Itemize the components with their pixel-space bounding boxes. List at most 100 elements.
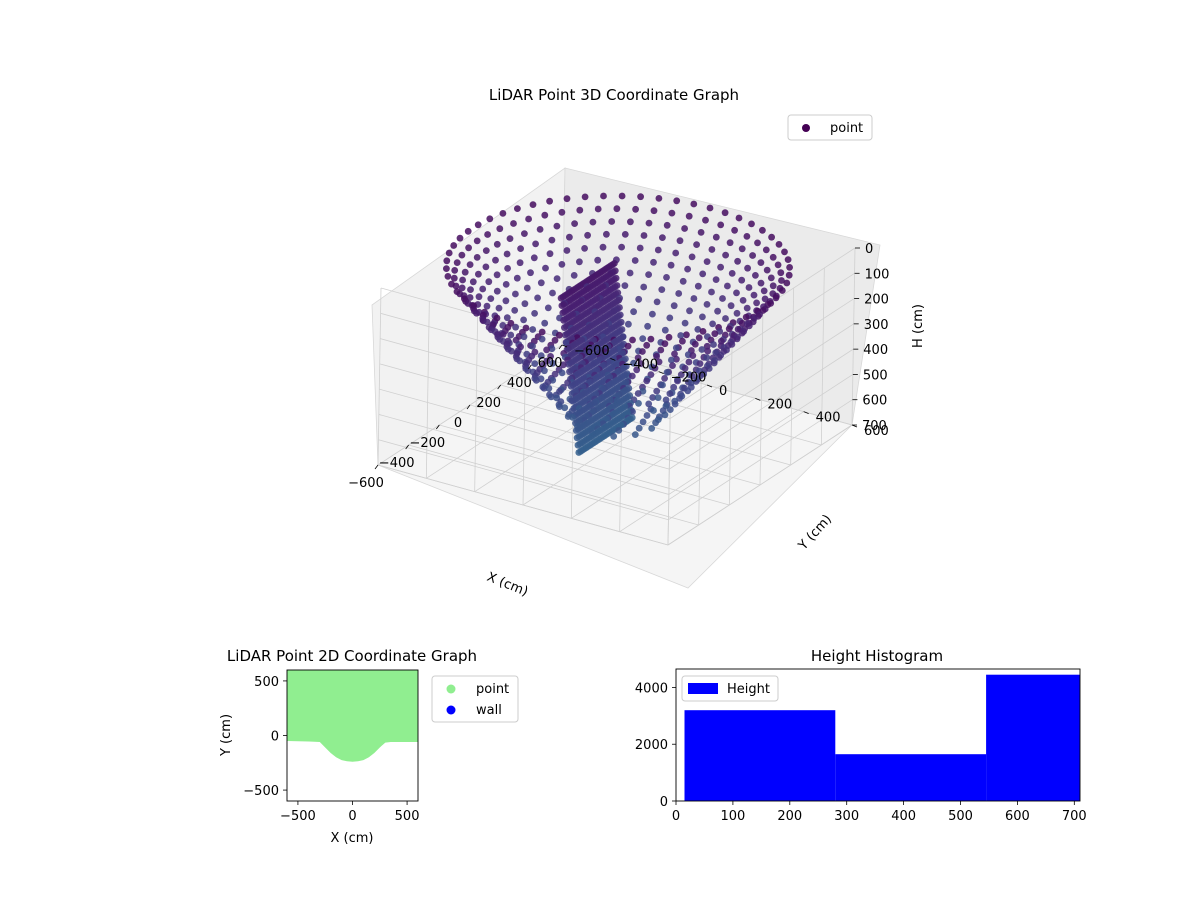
z-tick-label-3d: 300: [864, 318, 889, 333]
point-marker: [666, 390, 674, 397]
point-marker: [443, 257, 451, 265]
point-marker: [694, 282, 702, 290]
x-tick-label-3d: 400: [507, 376, 532, 391]
x-tick-label-2d: 500: [395, 809, 420, 824]
point-marker: [711, 330, 719, 338]
point-marker: [689, 352, 697, 359]
point-marker: [495, 304, 503, 312]
point-marker: [643, 412, 651, 419]
point-marker: [547, 393, 555, 401]
legend-2d-label-wall: wall: [476, 703, 502, 718]
y-tick-label-3d: 0: [719, 384, 727, 399]
point-marker: [767, 274, 775, 282]
point-marker: [738, 245, 746, 253]
point-marker: [514, 205, 521, 213]
point-marker: [650, 407, 657, 414]
point-marker: [547, 353, 554, 360]
y-tick-label-3d: 600: [864, 424, 889, 439]
point-marker: [725, 325, 733, 333]
point-marker: [555, 331, 563, 339]
point-marker: [777, 269, 785, 277]
point-marker: [466, 294, 474, 301]
point-marker: [506, 235, 514, 243]
point-marker: [702, 216, 709, 224]
point-marker: [647, 335, 655, 343]
x-tick-label-histogram: 500: [948, 809, 973, 824]
point-marker: [450, 274, 458, 282]
point-marker: [610, 433, 618, 440]
x-tick-label-histogram: 0: [672, 809, 680, 824]
point-marker: [541, 319, 549, 327]
legend-2d-marker-wall: [446, 705, 456, 715]
point-marker: [483, 302, 491, 310]
point-marker: [734, 257, 741, 265]
z-tick-label-3d: 200: [864, 293, 889, 308]
point-marker: [652, 419, 659, 427]
point-marker: [738, 319, 746, 327]
point-marker: [517, 245, 524, 253]
point-marker: [513, 274, 521, 282]
plot-3d-title: LiDAR Point 3D Coordinate Graph: [489, 86, 739, 104]
point-marker: [722, 251, 729, 259]
point-marker: [508, 347, 515, 355]
point-marker: [744, 264, 751, 272]
legend-histogram: Height: [681, 675, 779, 702]
point-marker: [563, 247, 571, 254]
point-marker: [557, 294, 565, 302]
point-marker: [629, 336, 636, 344]
point-marker: [558, 208, 566, 216]
point-marker: [639, 335, 647, 342]
point-marker: [640, 232, 648, 239]
point-marker: [527, 269, 534, 277]
y-tick-label-3d: −200: [671, 371, 707, 386]
point-marker: [688, 372, 696, 380]
point-marker: [473, 254, 481, 261]
point-marker: [565, 360, 573, 368]
point-marker: [493, 271, 501, 279]
point-marker: [677, 371, 685, 378]
point-marker: [724, 282, 731, 290]
point-marker: [649, 310, 656, 318]
point-marker: [631, 431, 639, 438]
point-marker: [661, 375, 668, 382]
point-marker: [511, 307, 519, 314]
x-axis-label-2d: X (cm): [331, 831, 374, 846]
point-marker: [589, 218, 597, 226]
point-marker: [679, 277, 687, 285]
point-marker: [681, 319, 689, 327]
point-marker: [636, 244, 644, 252]
point-marker: [464, 227, 472, 235]
point-marker: [496, 225, 504, 233]
point-marker: [726, 239, 734, 247]
point-marker: [621, 282, 629, 289]
z-tick-label-3d: 400: [863, 343, 888, 358]
point-marker: [466, 261, 474, 268]
x-tick-label-2d: 0: [348, 809, 356, 824]
point-marker: [769, 253, 777, 261]
point-marker: [781, 248, 788, 256]
point-marker: [712, 233, 720, 241]
point-marker: [537, 352, 545, 360]
point-marker: [504, 265, 511, 272]
point-marker: [745, 284, 753, 291]
point-marker: [635, 295, 643, 303]
point-marker: [512, 290, 519, 298]
x-tick-label-3d: 0: [454, 416, 462, 431]
point-marker: [739, 297, 747, 304]
point-marker: [553, 275, 561, 282]
y-tick-label-3d: 400: [816, 411, 841, 426]
x-tick-label-3d: −200: [409, 436, 445, 451]
point-marker: [475, 270, 482, 278]
point-marker: [458, 284, 466, 292]
plot-2d-title: LiDAR Point 2D Coordinate Graph: [227, 647, 477, 665]
point-marker: [558, 369, 566, 377]
point-marker: [748, 220, 755, 228]
point-marker: [483, 318, 491, 326]
point-marker: [685, 358, 693, 366]
point-marker: [634, 390, 642, 397]
y-axis-label-2d: Y (cm): [219, 714, 234, 757]
x-tick-label-2d: −500: [280, 809, 316, 824]
point-marker: [475, 293, 483, 301]
x-axis-label-3d: X (cm): [485, 570, 530, 600]
point-marker: [452, 282, 460, 290]
